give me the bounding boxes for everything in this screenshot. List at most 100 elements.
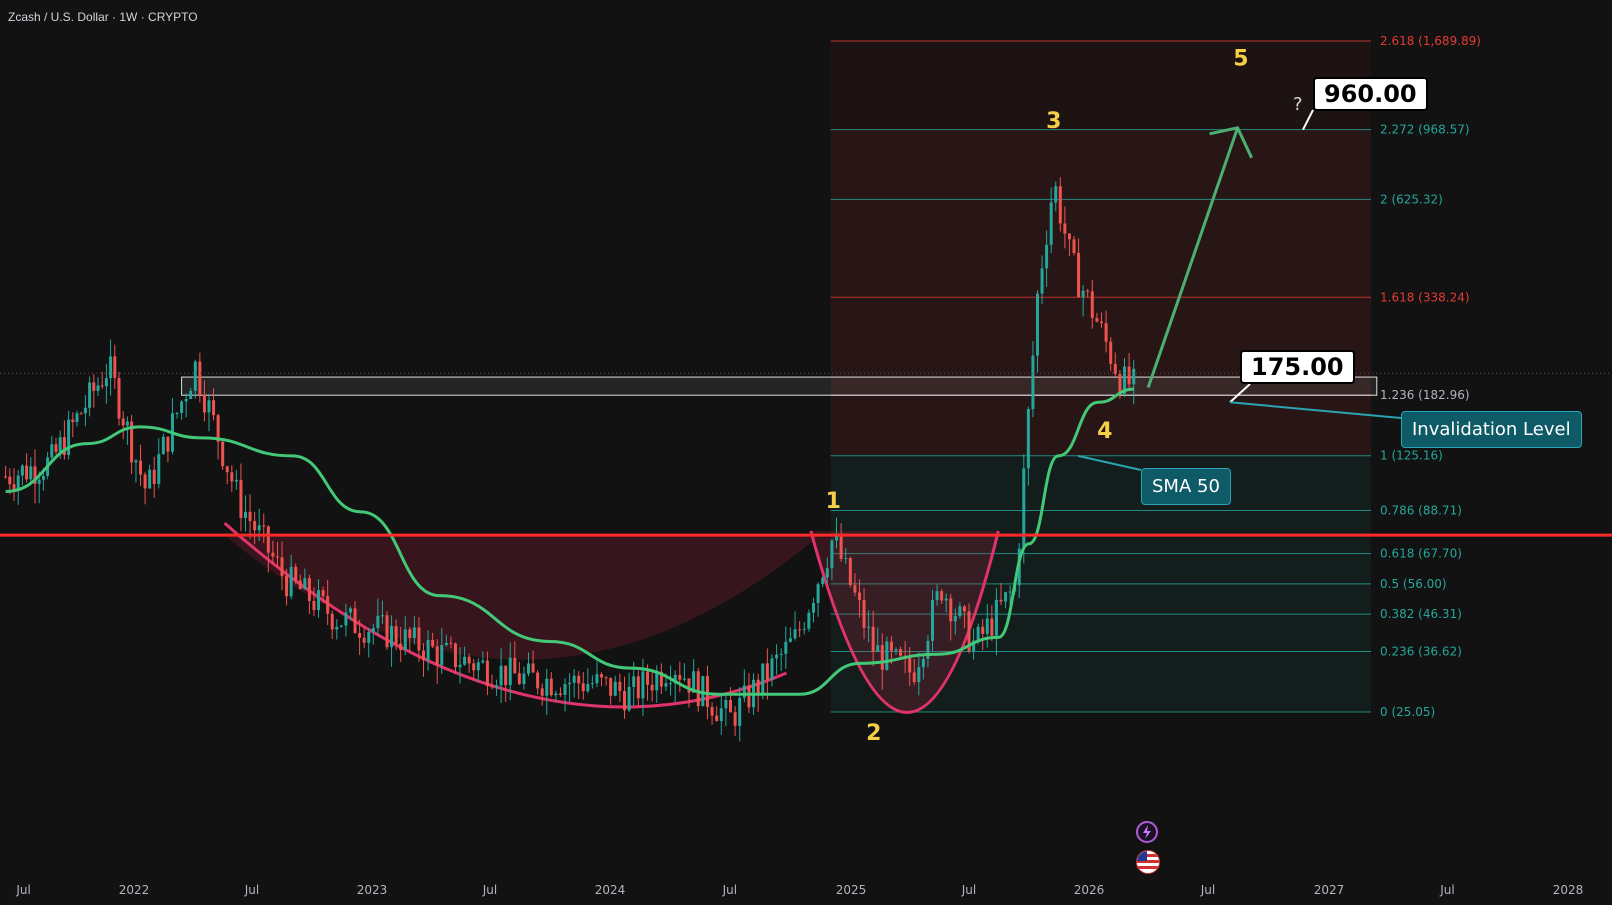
candle-body [526,663,530,674]
candle-body [646,671,650,685]
candle-body [821,577,825,585]
candle-body [962,606,966,612]
candle-body [967,611,971,652]
fib-zone [830,199,1371,298]
candle-body [540,688,544,696]
candle-body [871,626,875,652]
candle-body [885,641,889,670]
candle-body [917,667,921,683]
candle-body [504,665,508,686]
candle-body [166,436,170,452]
candle-body [307,578,311,601]
candle-body [862,600,866,628]
candle-body [1063,223,1067,234]
candle-body [733,712,737,726]
candle-body [330,613,334,630]
candle-body [467,656,471,664]
fib-zone [830,553,1371,584]
candle-body [793,629,797,639]
candle-body [100,385,104,387]
candle-body [139,460,143,475]
candle-body [339,625,343,627]
candle-body [719,708,723,722]
candle-body [62,437,66,455]
candle-body [157,454,161,484]
candle-body [385,615,389,648]
candle-body [990,618,994,636]
fib-zone [830,41,1371,130]
support-zone[interactable] [181,376,1378,396]
candle-body [253,521,257,531]
candle-body [536,672,540,689]
candle-body [622,691,626,711]
x-tick-label: 2024 [595,883,626,897]
target-pointer [1302,109,1314,131]
candle-body [641,671,645,699]
candle-body [16,475,20,490]
candle-body [1123,366,1127,394]
candle-body [33,466,37,484]
invalidation-price-value: 175.00 [1251,353,1344,381]
candle-body [358,633,362,638]
candle-body [985,618,989,634]
candle-body [376,615,380,628]
candle-body [71,419,75,422]
candle-body [371,627,375,633]
candle-body [513,657,517,674]
candle-body [738,697,742,726]
candle-body [495,685,499,688]
sma-50-line[interactable] [5,387,1134,696]
candle-body [857,592,861,601]
candle-body [161,436,165,455]
candle-body [687,678,691,693]
candle-body [266,526,270,553]
candle-body [485,660,489,687]
candle-body [673,674,677,684]
candle-body [609,677,613,696]
candle-body [8,476,12,485]
candle-body [294,566,298,581]
candle-body [117,377,121,419]
candle-body [935,591,939,601]
candle-body [1045,244,1049,269]
candle-body [545,678,549,696]
candle-body [958,606,962,617]
candle-body [463,656,467,665]
candle-body [248,511,252,522]
handle-fill [810,531,999,713]
us-flag-icon[interactable] [1136,850,1160,874]
x-tick-label: Jul [722,883,737,897]
fib-label: 0.618 (67.70) [1380,547,1462,561]
candle-body [765,663,769,680]
candle-body [422,650,426,661]
candle-body [257,525,261,531]
fib-label: 1.236 (182.96) [1380,388,1470,402]
candle-body [894,649,898,651]
fib-label: 2 (625.32) [1380,192,1443,206]
fib-label: 1 (125.16) [1380,449,1443,463]
candle-body [830,540,834,569]
fib-zone [830,614,1371,652]
x-tick-label: Jul [15,883,30,897]
candle-body [908,657,912,673]
candle-body [202,394,206,413]
candle-body [1022,468,1026,549]
x-tick-label: Jul [1439,883,1454,897]
candle-body [549,678,553,696]
candle-body [1118,374,1122,394]
candle-body [867,626,871,628]
candle-body [586,684,590,692]
candle-body [476,662,480,671]
candle-body [348,608,352,613]
candle-body [37,479,41,484]
lightning-icon[interactable] [1136,821,1158,843]
candle-body [664,683,668,687]
candle-body [1086,290,1090,292]
fib-zone [830,129,1371,200]
candle-body [225,466,229,473]
candle-body [1054,186,1058,203]
candle-body [811,603,815,613]
candle-body [41,475,45,480]
candle-body [835,534,839,541]
